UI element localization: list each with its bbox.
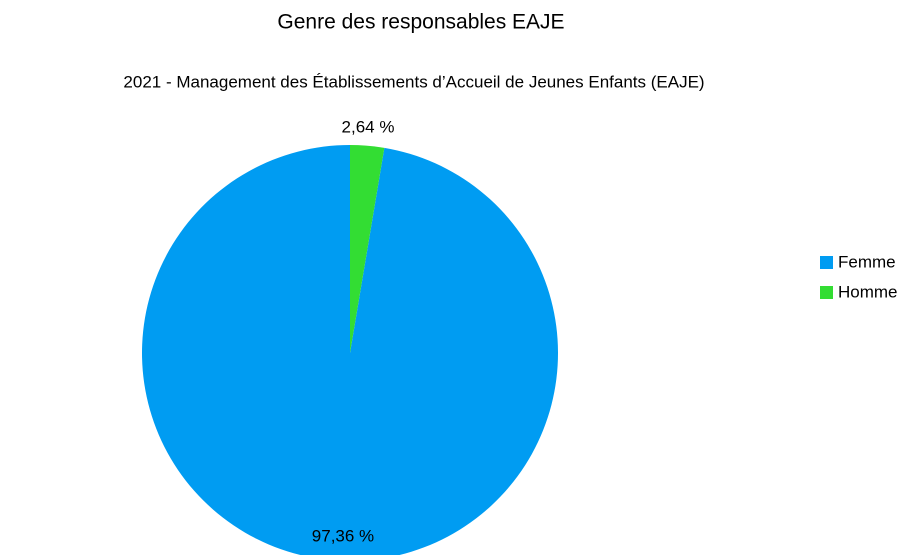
legend-swatch	[820, 256, 833, 269]
chart-title: Genre des responsables EAJE	[277, 11, 564, 34]
data-label: 97,36 %	[312, 526, 374, 545]
legend-label: Femme	[838, 252, 896, 271]
legend-swatch	[820, 286, 833, 299]
legend-label: Homme	[838, 282, 898, 301]
pie-slice	[142, 145, 558, 555]
chart-subtitle: 2021 - Management des Établissements d’A…	[123, 72, 704, 91]
pie-slice	[350, 145, 385, 353]
data-label: 2,64 %	[342, 117, 395, 136]
